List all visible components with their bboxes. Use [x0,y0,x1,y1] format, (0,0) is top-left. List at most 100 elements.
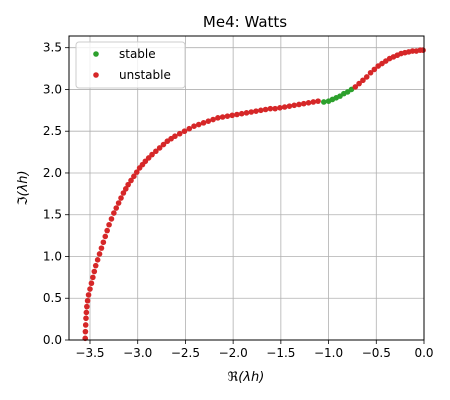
data-point-unstable [224,113,231,119]
x-tick-label: −2.0 [219,346,248,360]
y-tick-label: 3.5 [43,41,62,55]
data-point-unstable [215,115,221,121]
data-point-unstable [108,216,115,222]
data-point-unstable [176,130,183,137]
data-point-unstable [195,121,202,128]
y-tick-label: 2.0 [43,166,62,180]
legend-label-stable: stable [119,47,156,61]
data-point-unstable [262,106,269,113]
data-point-unstable [94,257,101,263]
legend-marker-unstable [93,72,99,78]
data-point-unstable [243,110,250,116]
x-tick-label: 0.0 [414,346,433,360]
data-point-unstable [234,111,240,118]
data-point-unstable [267,105,274,112]
data-point-unstable [111,210,117,216]
data-point-unstable [84,303,90,310]
data-point-unstable [286,103,293,109]
axes-frame [68,35,425,341]
legend-marker-stable [93,51,99,57]
data-point-unstable [420,47,426,53]
data-point-unstable [277,105,283,111]
data-points [82,47,426,342]
data-point-unstable [120,190,127,196]
data-point-unstable [291,102,298,109]
data-point-unstable [82,328,89,335]
data-point-unstable [371,66,378,73]
x-axis-label: ℜ(λh) [228,370,265,385]
data-point-unstable [84,297,91,304]
data-point-unstable [200,120,207,126]
data-point-unstable [219,114,226,120]
y-tick-label: 0.0 [43,333,62,347]
x-tick-label: −2.5 [171,346,200,360]
data-point-unstable [83,315,89,322]
data-point-unstable [300,100,307,107]
y-tick-label: 3.0 [43,82,62,96]
data-point-unstable [205,118,212,124]
data-point-unstable [133,169,140,175]
data-point-unstable [82,322,89,328]
x-tick-label: −3.0 [123,346,152,360]
data-point-unstable [96,251,103,257]
data-point-unstable [118,195,124,201]
y-tick-label: 0.5 [43,291,62,305]
data-point-unstable [310,99,317,105]
data-point-unstable [131,173,137,180]
x-axis-ticks: −3.5 −3.0 −2.5 −2.0 −1.5 −1.0 −0.5 0.0 [75,340,434,360]
legend-box [75,41,186,89]
data-point-unstable [100,239,107,246]
data-point-unstable [113,205,120,211]
data-point-unstable [210,116,216,123]
data-point-unstable [186,125,193,132]
data-point-unstable [360,77,366,84]
data-point-unstable [91,268,98,275]
data-point-unstable [102,233,109,240]
data-point-unstable [115,200,122,206]
data-point-unstable [315,98,321,104]
x-tick-label: −3.5 [75,346,104,360]
data-point-unstable [191,123,197,129]
data-point-unstable [296,101,302,108]
y-axis-ticks: 0.0 0.5 1.0 1.5 2.0 2.5 3.0 3.5 [43,41,69,347]
data-point-unstable [156,145,163,151]
legend-label-unstable: unstable [119,68,171,82]
data-point-unstable [229,112,235,119]
data-point-unstable [98,245,105,251]
x-tick-label: −1.5 [266,346,295,360]
data-point-unstable [363,74,370,80]
data-point-unstable [367,69,374,76]
data-point-unstable [149,151,155,158]
data-point-unstable [128,177,134,184]
data-point-unstable [160,141,167,148]
data-point-unstable [88,280,95,287]
data-point-unstable [122,186,129,192]
data-point-stable [320,99,327,105]
data-point-unstable [281,104,288,110]
y-tick-label: 1.0 [43,249,62,263]
data-point-unstable [104,227,110,234]
chart-title: Me4: Watts [203,13,287,31]
data-point-unstable [305,100,312,106]
x-tick-label: −0.5 [362,346,391,360]
data-point-unstable [87,286,93,292]
data-point-unstable [125,181,131,188]
y-tick-label: 2.5 [43,124,62,138]
data-point-unstable [356,80,362,87]
data-point-unstable [272,105,278,112]
y-axis-label: ℑ(λh) [16,170,31,205]
data-point-unstable [253,108,259,114]
y-tick-label: 1.5 [43,208,62,222]
data-point-unstable [258,107,264,114]
data-point-unstable [238,110,245,117]
data-point-unstable [181,128,188,135]
data-point-unstable [172,133,178,140]
data-point-unstable [92,262,99,269]
legend: stable unstable [75,41,186,89]
data-point-unstable [248,109,255,115]
data-point-unstable [153,148,159,155]
data-point-unstable [85,292,92,298]
data-point-unstable [90,274,96,281]
